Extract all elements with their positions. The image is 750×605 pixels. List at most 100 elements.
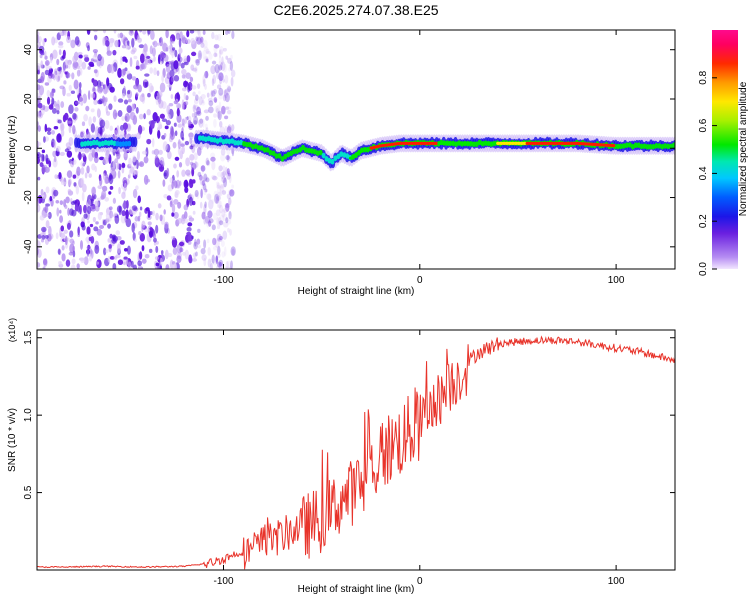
heatmap-cell: [121, 167, 125, 174]
heatmap-cell: [203, 214, 206, 225]
heatmap-cell: [197, 30, 201, 39]
heatmap-cell: [186, 226, 192, 232]
heatmap-cell: [228, 211, 232, 220]
heatmap-cell: [663, 143, 668, 149]
heatmap-cell: [216, 252, 221, 259]
heatmap-cell: [121, 93, 126, 99]
heatmap-cell: [144, 52, 148, 58]
heatmap-cell: [203, 239, 207, 249]
heatmap-cell: [127, 90, 131, 95]
heatmap-cell: [86, 226, 91, 235]
heatmap-cell: [196, 240, 200, 245]
heatmap-cell: [203, 46, 209, 52]
heatmap-cell: [163, 209, 166, 215]
heatmap-cell: [125, 209, 129, 220]
heatmap-cell: [120, 214, 127, 224]
heatmap-cell: [226, 126, 232, 134]
heatmap-cell: [198, 52, 202, 58]
heatmap-cell: [184, 249, 189, 260]
colorbar-tick-label: 0.2: [698, 214, 709, 228]
heatmap-cell: [149, 230, 153, 238]
heatmap-cell: [57, 119, 62, 124]
heatmap-cell: [166, 195, 172, 201]
heatmap-cell: [214, 105, 220, 113]
heatmap-cell: [225, 203, 230, 212]
heatmap-cell: [205, 177, 210, 183]
heatmap-cell: [44, 234, 49, 239]
heatmap-cell: [72, 112, 77, 120]
heatmap-cell: [173, 122, 177, 127]
heatmap-cell: [218, 60, 222, 66]
heatmap-cell: [197, 228, 201, 233]
heatmap-cell: [159, 82, 166, 93]
heatmap-cell: [94, 200, 100, 207]
heatmap-cell: [200, 36, 204, 43]
heatmap-cell: [214, 238, 220, 249]
heatmap-cell: [109, 256, 115, 260]
heatmap-cell: [200, 247, 206, 255]
heatmap-cell: [76, 166, 81, 177]
heatmap-cell: [37, 92, 41, 99]
heatmap-cell: [118, 141, 123, 147]
heatmap-cell: [195, 251, 198, 257]
heatmap-cell: [173, 199, 179, 205]
heatmap-cell: [199, 201, 203, 209]
heatmap-cell: [127, 261, 132, 269]
heatmap-cell: [188, 196, 194, 206]
heatmap-cell: [224, 138, 229, 144]
heatmap-cell: [226, 109, 232, 115]
heatmap-cell: [64, 148, 70, 153]
heatmap-cell: [213, 44, 220, 49]
heatmap-cell: [45, 220, 50, 229]
heatmap-cell: [268, 149, 273, 156]
heatmap-cell: [78, 151, 82, 161]
heatmap-cell: [79, 95, 85, 105]
heatmap-cell: [194, 193, 198, 198]
heatmap-cell: [155, 212, 159, 221]
heatmap-cell: [56, 58, 60, 66]
heatmap-cell: [207, 247, 211, 256]
heatmap-cell: [221, 56, 224, 65]
heatmap-cell: [171, 212, 175, 217]
heatmap-cell: [280, 156, 285, 162]
heatmap-cell: [135, 106, 139, 114]
heatmap-cell: [66, 92, 71, 97]
heatmap-cell: [216, 233, 222, 241]
heatmap-cell: [70, 160, 75, 168]
heatmap-cell: [117, 170, 121, 179]
heatmap-cell: [64, 59, 69, 66]
heatmap-cell: [184, 218, 189, 224]
heatmap-cell: [159, 113, 165, 119]
heatmap-cell: [53, 140, 57, 149]
heatmap-cell: [318, 149, 323, 156]
heatmap-cell: [91, 186, 97, 196]
heatmap-cell: [250, 143, 255, 150]
heatmap-cell: [204, 70, 209, 79]
heatmap-cell: [53, 68, 58, 76]
heatmap-cell: [205, 157, 210, 166]
heatmap-cell: [197, 171, 202, 177]
heatmap-cell: [210, 90, 214, 98]
heatmap-cell: [225, 95, 229, 102]
heatmap-cell: [197, 30, 201, 35]
heatmap-cell: [214, 63, 220, 74]
heatmap-cell: [143, 156, 149, 164]
heatmap-cell: [129, 206, 133, 215]
heatmap-cell: [62, 63, 66, 74]
heatmap-cell: [201, 180, 206, 186]
heatmap-cell: [165, 63, 171, 73]
heatmap-cell: [201, 254, 207, 261]
heatmap-cell: [41, 149, 46, 154]
heatmap-cell: [55, 103, 60, 112]
heatmap-cell: [203, 136, 208, 143]
heatmap-cell: [197, 35, 202, 44]
heatmap-cell: [44, 82, 50, 86]
colorbar-gradient: [712, 30, 738, 269]
heatmap-cell: [90, 123, 96, 133]
heatmap-cell: [40, 238, 45, 243]
heatmap-cell: [220, 61, 226, 72]
heatmap-cell: [197, 83, 201, 89]
heatmap-cell: [43, 193, 47, 199]
heatmap-cell: [223, 89, 227, 97]
heatmap-cell: [221, 176, 227, 184]
